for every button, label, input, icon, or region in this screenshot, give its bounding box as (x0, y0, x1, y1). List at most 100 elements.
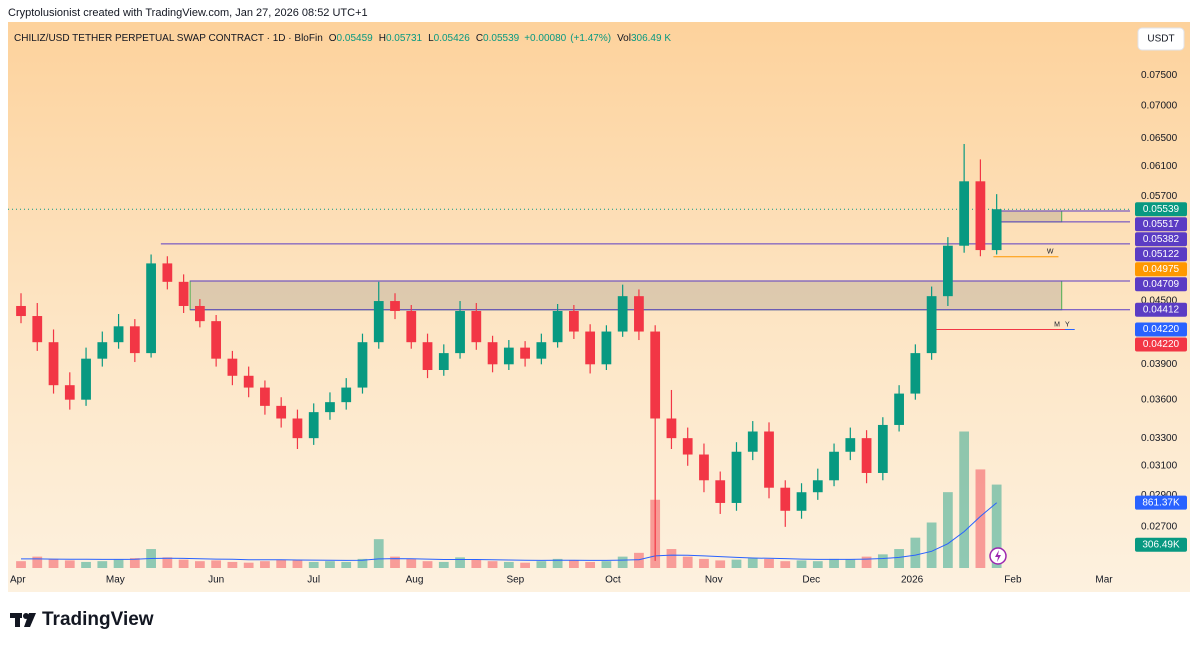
volume-bar (162, 557, 173, 568)
candle-body (569, 310, 579, 332)
y-tick-label: 0.05700 (1141, 191, 1178, 202)
y-tick-label: 0.04500 (1141, 296, 1178, 307)
y-tick-label: 0.03300 (1141, 433, 1178, 444)
volume-bar (195, 561, 205, 568)
candle-body (308, 412, 319, 439)
volume-bar (438, 561, 449, 568)
x-tick-label: Sep (506, 575, 524, 586)
header: Cryptolusionist created with TradingView… (8, 7, 368, 19)
legend-key: H (379, 33, 386, 44)
volume-bar (81, 561, 91, 568)
price-badge (1135, 337, 1187, 352)
candle-body (731, 451, 742, 503)
volume-bar (48, 558, 59, 568)
candle-body (390, 301, 400, 311)
candle-body (943, 245, 953, 297)
price-badge (1135, 202, 1187, 217)
candle-body (178, 281, 189, 306)
candle-body (617, 296, 628, 332)
legend: CHILIZ/USD TETHER PERPETUAL SWAP CONTRAC… (14, 33, 671, 44)
volume-bar (796, 560, 807, 568)
candle-body (877, 424, 888, 473)
price-badge-label: 0.05539 (1143, 204, 1180, 215)
candle-body (325, 402, 335, 413)
legend-change-pct: (+1.47%) (570, 33, 611, 44)
price-badge (1135, 322, 1187, 337)
volume-bar (975, 469, 986, 568)
candle-body (715, 480, 726, 503)
volume-bar (487, 561, 498, 568)
y-tick-label: 0.03100 (1141, 460, 1178, 471)
price-badge (1135, 217, 1187, 232)
candle-body (812, 480, 823, 493)
logo-mark (10, 613, 36, 627)
volume-bar (97, 561, 108, 568)
volume-badge (1135, 495, 1187, 510)
volume-bar (861, 556, 872, 568)
candle-body (81, 358, 91, 400)
candle-body (227, 358, 238, 376)
volume-bar (731, 559, 742, 568)
candle-body (747, 431, 758, 452)
legend-volume-key: Vol (617, 33, 631, 44)
volume-bar (503, 561, 514, 568)
x-tick-label: 2026 (901, 575, 924, 586)
price-badge (1135, 302, 1187, 317)
volume-bar (991, 484, 1002, 568)
price-badge-label: 0.05517 (1143, 219, 1180, 230)
y-tick-label: 0.03600 (1141, 394, 1178, 405)
candle-body (341, 387, 352, 403)
y-tick-label: 0.06100 (1141, 161, 1178, 172)
candle-body (406, 310, 417, 343)
volume-bar (959, 431, 970, 568)
price-badge-label: 0.04220 (1143, 339, 1180, 350)
x-tick-label: Dec (802, 575, 820, 586)
candle-body (438, 353, 449, 371)
volume-bar (64, 560, 75, 568)
volume-bar (764, 558, 774, 568)
y-tick-label: 0.03900 (1141, 359, 1178, 370)
price-badge-label: 0.04412 (1143, 304, 1180, 315)
volume-bar (552, 558, 563, 568)
candle-body (829, 451, 839, 481)
volume-badge (1135, 537, 1187, 552)
x-tick-label: Nov (705, 575, 723, 586)
y-tick-label: 0.07000 (1141, 100, 1178, 111)
volume-bar (634, 552, 644, 568)
candle-body (64, 385, 75, 400)
legend-key: O (329, 33, 337, 44)
candle-body (910, 353, 921, 394)
x-tick-label: Oct (605, 575, 621, 586)
price-badge (1135, 262, 1187, 277)
legend-value: 0.05731 (386, 33, 423, 44)
candle-body (780, 487, 791, 511)
candle-body (32, 316, 43, 343)
volume-bar (16, 561, 26, 568)
candle-body (991, 209, 1002, 251)
volume-bar (32, 556, 43, 568)
candle-body (503, 347, 514, 365)
alert-icon[interactable] (989, 547, 1007, 565)
candle-body (585, 331, 596, 365)
volume-bar (113, 559, 124, 568)
price-badge-label: 0.05122 (1143, 249, 1180, 260)
volume-bar (601, 561, 612, 568)
candle-body (97, 342, 108, 359)
currency-label[interactable]: USDT (1147, 34, 1174, 45)
candle-body (48, 342, 59, 386)
currency-button[interactable] (1137, 27, 1185, 51)
candle-body (243, 375, 254, 388)
level-tag: Y (1065, 321, 1070, 328)
volume-bar (747, 558, 758, 568)
volume-bar (926, 522, 937, 568)
candle-body (682, 438, 693, 455)
volume-bar (617, 556, 628, 568)
candle-body (129, 326, 140, 354)
volume-bar (943, 492, 953, 568)
candle-body (764, 431, 774, 488)
candle-body (894, 393, 904, 425)
volume-bar (910, 537, 921, 568)
candle-body (699, 454, 709, 481)
price-badge-label: 0.05382 (1143, 234, 1180, 245)
chart-panel (8, 22, 1190, 592)
